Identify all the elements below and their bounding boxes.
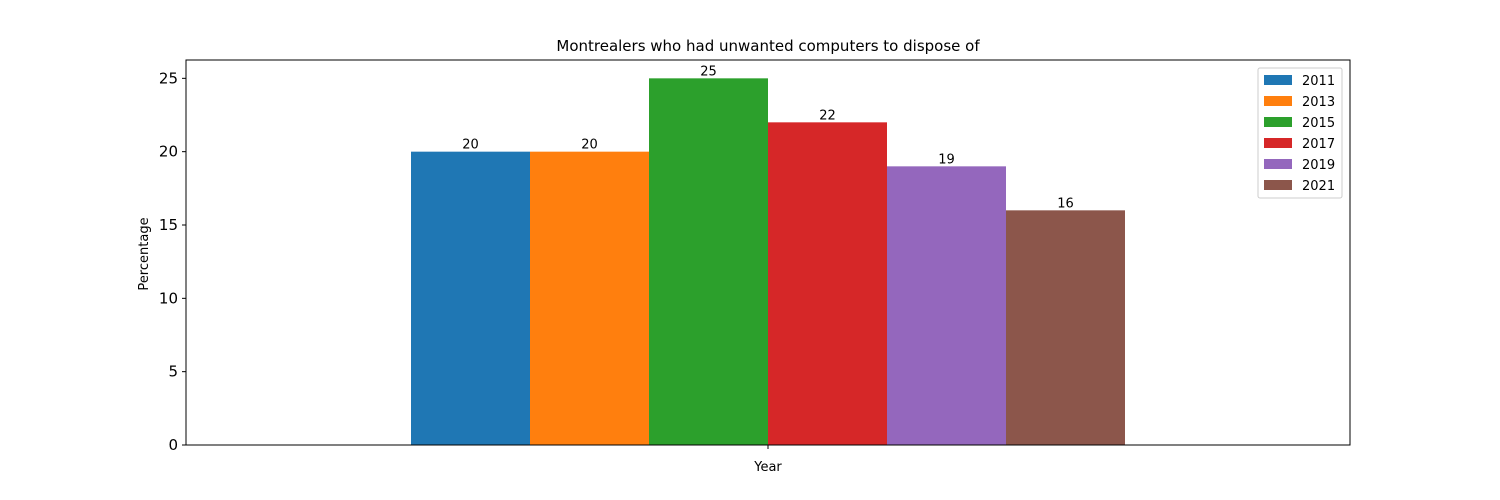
data-label-2013: 20: [581, 138, 598, 153]
y-tick-label: 20: [159, 143, 178, 161]
y-tick-label: 10: [159, 289, 178, 307]
data-label-2015: 25: [700, 64, 717, 79]
legend-swatch-2011: [1264, 75, 1292, 85]
bars-group: [411, 78, 1125, 446]
y-axis-ticks: 0 5 10 15 20 25: [159, 69, 769, 454]
bar-2013: [530, 151, 649, 445]
legend-swatch-2013: [1264, 96, 1292, 106]
y-tick-label: 25: [159, 69, 178, 87]
legend-label-2019: 2019: [1302, 158, 1335, 173]
y-tick-label: 15: [159, 216, 178, 234]
bar-2017: [768, 122, 887, 445]
data-label-2017: 22: [819, 108, 836, 123]
bar-2019: [887, 166, 1006, 446]
legend-swatch-2017: [1264, 138, 1292, 148]
legend-swatch-2021: [1264, 180, 1292, 190]
data-label-2021: 16: [1057, 196, 1074, 211]
y-axis-label: Percentage: [137, 217, 152, 290]
data-label-2011: 20: [462, 138, 479, 153]
legend-label-2015: 2015: [1302, 116, 1335, 131]
bar-2011: [411, 151, 530, 445]
legend-label-2013: 2013: [1302, 95, 1335, 110]
chart-title: Montrealers who had unwanted computers t…: [556, 37, 980, 55]
legend-label-2011: 2011: [1302, 74, 1335, 89]
bar-2015: [649, 78, 768, 445]
y-tick-label: 5: [168, 363, 178, 381]
legend: 2011 2013 2015 2017 2019 2021: [1257, 67, 1343, 199]
plot-frame: [185, 59, 1351, 446]
legend-swatch-2015: [1264, 117, 1292, 127]
legend-label-2021: 2021: [1302, 179, 1335, 194]
bar-2021: [1006, 210, 1125, 445]
legend-swatch-2019: [1264, 159, 1292, 169]
legend-label-2017: 2017: [1302, 137, 1335, 152]
x-axis-label: Year: [753, 460, 782, 475]
y-tick-label: 0: [168, 436, 178, 454]
data-label-2019: 19: [938, 152, 955, 167]
data-labels-group: 20 20 25 22 19 16: [462, 64, 1074, 211]
